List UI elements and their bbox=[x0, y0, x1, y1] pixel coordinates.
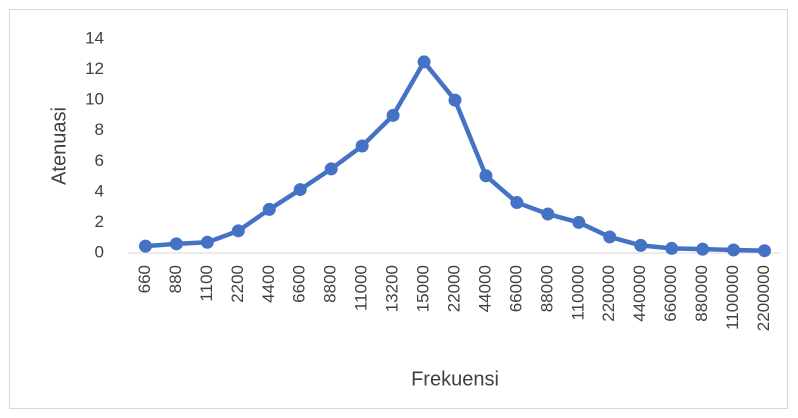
marker bbox=[386, 108, 400, 122]
y-tick-label: 10 bbox=[85, 90, 104, 109]
marker bbox=[448, 93, 462, 107]
x-tick-label: 4400 bbox=[259, 265, 278, 303]
marker bbox=[355, 139, 369, 153]
x-tick-label: 440000 bbox=[630, 265, 649, 322]
x-tick-label: 1100 bbox=[197, 265, 216, 302]
x-tick-label: 660 bbox=[135, 265, 154, 293]
y-tick-label: 2 bbox=[95, 212, 104, 231]
x-tick-label: 11000 bbox=[352, 265, 371, 311]
x-tick-label: 110000 bbox=[568, 265, 587, 320]
marker bbox=[603, 230, 617, 244]
y-tick-label: 0 bbox=[95, 242, 104, 261]
y-tick-label: 4 bbox=[95, 181, 104, 200]
x-tick-label: 880 bbox=[166, 265, 185, 293]
x-tick-label: 220000 bbox=[599, 265, 618, 322]
x-tick-label: 88000 bbox=[537, 265, 556, 312]
marker bbox=[231, 224, 245, 238]
marker bbox=[262, 202, 276, 216]
x-axis-title: Frekuensi bbox=[411, 368, 499, 390]
marker bbox=[572, 215, 586, 229]
x-tick-label: 660000 bbox=[661, 265, 680, 322]
x-tick-label: 880000 bbox=[692, 265, 711, 322]
x-tick-label: 22000 bbox=[444, 265, 463, 312]
marker bbox=[758, 244, 772, 258]
x-tick-label: 44000 bbox=[475, 265, 494, 312]
marker bbox=[293, 183, 307, 197]
x-tick-label: 6600 bbox=[290, 265, 309, 303]
marker bbox=[727, 243, 741, 257]
marker bbox=[634, 238, 648, 252]
y-tick-label: 6 bbox=[95, 151, 104, 170]
marker bbox=[200, 235, 214, 249]
marker bbox=[696, 242, 710, 256]
x-tick-label: 13200 bbox=[383, 265, 402, 312]
marker bbox=[169, 237, 183, 251]
y-tick-label: 14 bbox=[85, 28, 104, 47]
y-axis-title: Atenuasi bbox=[48, 107, 70, 185]
x-tick-label: 15000 bbox=[414, 265, 433, 312]
x-tick-label: 8800 bbox=[321, 265, 340, 303]
x-tick-label: 1100000 bbox=[723, 265, 742, 330]
x-tick-label: 66000 bbox=[506, 265, 525, 312]
marker bbox=[138, 239, 152, 253]
marker bbox=[665, 241, 679, 255]
marker bbox=[324, 162, 338, 176]
marker bbox=[541, 207, 555, 221]
y-tick-label: 12 bbox=[85, 59, 104, 78]
marker bbox=[417, 55, 431, 69]
marker bbox=[510, 196, 524, 210]
chart-border bbox=[9, 9, 788, 409]
x-tick-label: 2200 bbox=[228, 265, 247, 303]
marker bbox=[479, 169, 493, 183]
x-tick-label: 2200000 bbox=[754, 265, 773, 331]
y-tick-label: 8 bbox=[95, 120, 104, 139]
